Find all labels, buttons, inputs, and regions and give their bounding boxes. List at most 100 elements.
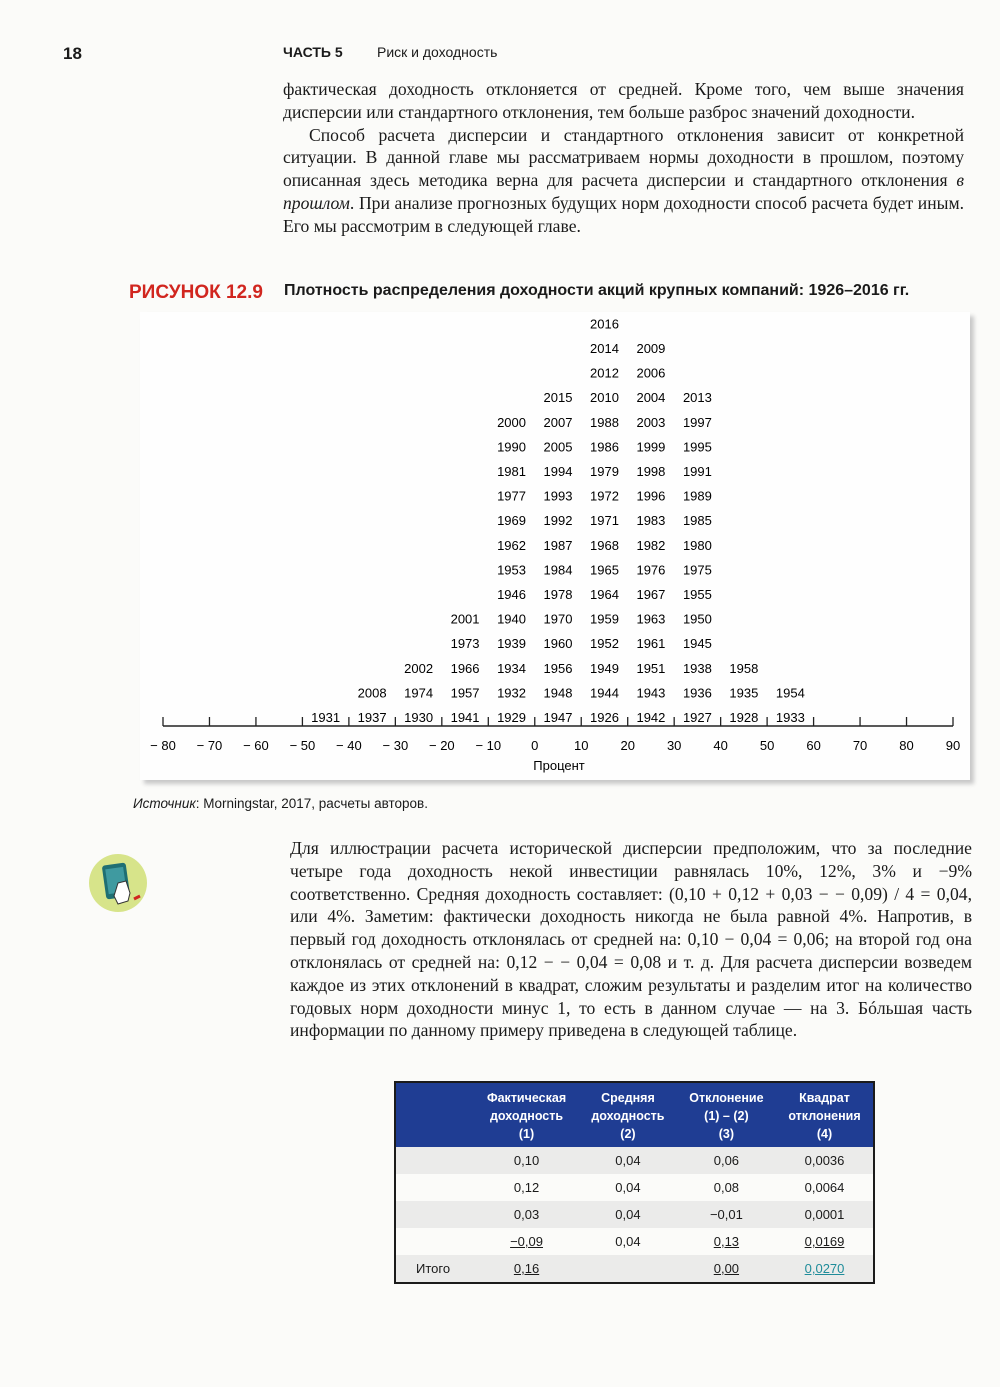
figure-source: Источник: Morningstar, 2017, расчеты авт… [133,796,428,811]
year-mark: 1950 [683,612,712,627]
year-mark: 1977 [497,489,526,504]
total-label: Итого [395,1255,474,1283]
year-mark: 1988 [590,415,619,430]
page-number: 18 [63,44,82,63]
year-mark: 2003 [636,415,665,430]
table-row: 0,03 0,04 −0,01 0,0001 [395,1201,874,1228]
x-tick-label: − 80 [150,738,176,753]
cell [579,1255,677,1283]
year-mark: 1999 [636,439,665,454]
source-text: : Morningstar, 2017, расчеты авторов. [195,796,428,811]
paragraph: фактическая доходность отклоняется от ср… [283,79,964,122]
year-mark: 1985 [683,513,712,528]
text: Способ расчета дисперсии и стандартного … [283,124,964,191]
cell: 0,0064 [804,1180,845,1195]
table-header: Фактическая доходность (1) [474,1082,580,1147]
year-mark: 1990 [497,439,526,454]
year-mark: 1946 [497,587,526,602]
year-mark: 2009 [636,341,665,356]
figure-label: РИСУНОК 12.9 [129,282,263,303]
x-tick-label: − 30 [383,738,409,753]
year-mark: 1982 [636,538,665,553]
year-mark: 1964 [590,587,619,602]
year-mark: 1973 [451,636,480,651]
x-tick-label: 60 [806,738,820,753]
x-tick-label: − 60 [243,738,269,753]
x-tick-label: 0 [531,738,538,753]
year-mark: 1989 [683,489,712,504]
year-mark: 1928 [729,710,758,725]
year-mark: 2010 [590,390,619,405]
year-mark: 1998 [636,464,665,479]
x-tick-label: − 10 [475,738,501,753]
year-mark: 2007 [544,415,573,430]
cell: 0,0001 [776,1201,874,1228]
year-mark: 1981 [497,464,526,479]
year-mark: 1965 [590,562,619,577]
body-text-top: фактическая доходность отклоняется от ср… [283,78,964,238]
year-mark: 2013 [683,390,712,405]
year-mark: 1940 [497,612,526,627]
table-header: Отклонение (1) – (2) (3) [676,1082,777,1147]
cell: −0,09 [510,1234,543,1249]
year-mark: 1984 [544,562,573,577]
year-mark: 1992 [544,513,573,528]
year-mark: 1995 [683,439,712,454]
table-row: −0,09 0,04 0,13 0,0169 [395,1228,874,1255]
cell: 0,00 [676,1255,777,1283]
year-mark: 1944 [590,685,619,700]
year-mark: 1980 [683,538,712,553]
year-mark: 1994 [544,464,573,479]
x-tick-label: 20 [620,738,634,753]
year-mark: 1930 [404,710,433,725]
text: . При анализе прогнозных будущих норм до… [283,192,964,236]
year-mark: 2015 [544,390,573,405]
year-mark: 1991 [683,464,712,479]
x-tick-label: − 70 [197,738,223,753]
table-row: 0,12 0,04 0,08 0,0064 [395,1174,874,1201]
chart-panel [140,312,970,780]
year-mark: 1948 [544,685,573,700]
cell: −0,01 [676,1201,777,1228]
year-mark: 1974 [404,685,433,700]
cell: 0,13 [713,1234,740,1249]
year-mark: 1939 [497,636,526,651]
cell [395,1174,474,1201]
part-title: Риск и доходность [377,44,498,60]
x-tick-label: 50 [760,738,774,753]
x-tick-label: 80 [899,738,913,753]
figure-title: Плотность распределения доходности акций… [284,282,910,299]
table-row: 0,10 0,04 0,06 0,0036 [395,1147,874,1174]
year-mark: 2008 [358,685,387,700]
year-mark: 1932 [497,685,526,700]
cell: 0,04 [615,1234,641,1249]
cell [395,1147,474,1174]
year-mark: 1968 [590,538,619,553]
year-mark: 1926 [590,710,619,725]
year-mark: 1957 [451,685,480,700]
year-mark: 1963 [636,612,665,627]
year-mark: 1958 [729,661,758,676]
cell: 0,10 [474,1147,580,1174]
part-label: ЧАСТЬ 5 [283,44,343,60]
year-mark: 1970 [544,612,573,627]
year-mark: 1993 [544,489,573,504]
year-mark: 2001 [451,612,480,627]
year-mark: 1983 [636,513,665,528]
x-tick-label: 40 [713,738,727,753]
year-mark: 1953 [497,562,526,577]
emphasis: в прошлом [283,170,964,213]
year-mark: 1969 [497,513,526,528]
year-mark: 1941 [451,710,480,725]
paragraph: Способ расчета дисперсии и стандартного … [283,124,964,238]
cell: 0,12 [513,1180,540,1195]
year-mark: 1949 [590,661,619,676]
table-header-blank [395,1082,474,1147]
paragraph: Для иллюстрации расчета исторической дис… [290,838,972,1041]
year-mark: 1943 [636,685,665,700]
year-mark: 1997 [683,415,712,430]
cell: 0,16 [474,1255,580,1283]
year-mark: 1947 [544,710,573,725]
table-header: Квадрат отклонения (4) [776,1082,874,1147]
year-mark: 2004 [636,390,665,405]
